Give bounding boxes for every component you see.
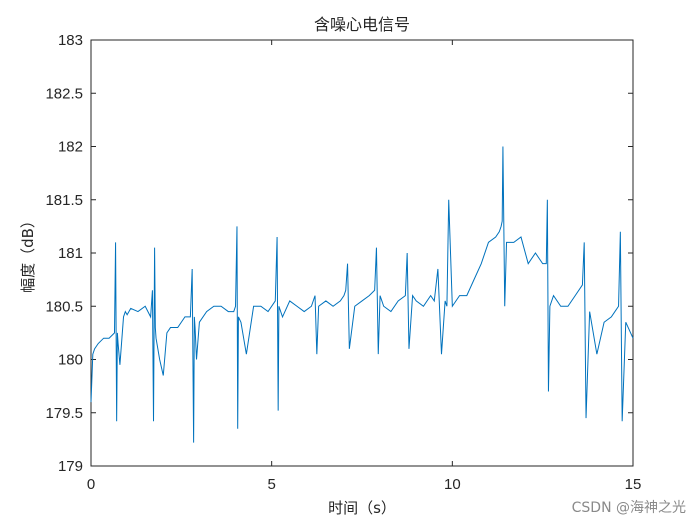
y-axis-label: 幅度（dB）	[19, 213, 37, 293]
watermark: CSDN @海神之光	[572, 500, 686, 516]
axis-ticks	[90, 39, 634, 467]
y-tick-label: 179.5	[45, 405, 83, 422]
x-tick-labels: 0 5 10 15	[87, 476, 642, 493]
x-tick-label: 15	[625, 476, 642, 493]
x-axis-label: 时间（s）	[328, 499, 396, 517]
y-tick-labels: 179 179.5 180 180.5 181 181.5 182 182.5 183	[45, 32, 83, 475]
y-tick-label: 182.5	[45, 85, 83, 102]
x-tick-label: 10	[444, 476, 461, 493]
y-tick-label: 181	[58, 245, 83, 262]
y-tick-label: 183	[58, 32, 83, 49]
x-tick-label: 0	[87, 476, 95, 493]
y-tick-label: 182	[58, 139, 83, 156]
y-tick-label: 180.5	[45, 298, 83, 315]
y-tick-label: 179	[58, 458, 83, 475]
signal-line	[90, 146, 634, 443]
x-tick-label: 5	[267, 476, 275, 493]
chart-title: 含噪心电信号	[314, 15, 410, 34]
y-tick-label: 180	[58, 352, 83, 369]
plot-area	[90, 39, 634, 467]
y-tick-label: 181.5	[45, 192, 83, 209]
